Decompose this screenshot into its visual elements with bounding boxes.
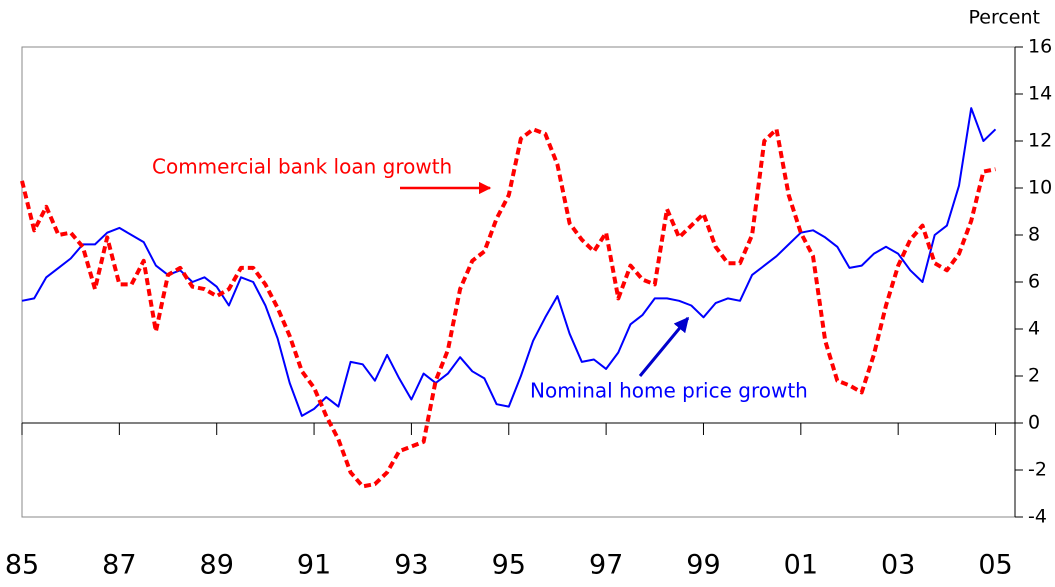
x-tick-label: 03	[881, 550, 915, 581]
annotation-arrow	[638, 316, 690, 377]
y-tick-label: 4	[1028, 318, 1040, 340]
x-tick-label: 91	[297, 550, 331, 581]
x-tick-label: 89	[200, 550, 234, 581]
x-tick-label: 99	[686, 550, 720, 581]
y-tick-label: 2	[1028, 365, 1040, 387]
x-tick-label: 97	[589, 550, 623, 581]
annotation: Nominal home price growth	[530, 379, 808, 403]
y-tick-label: 14	[1028, 83, 1052, 105]
x-tick-label: 05	[978, 550, 1012, 581]
y-axis-label: Percent	[969, 7, 1041, 29]
y-tick-label: 10	[1028, 177, 1052, 199]
plot-frame	[21, 46, 1016, 518]
x-tick-label: 01	[784, 550, 818, 581]
y-tick-label: -4	[1028, 506, 1047, 528]
y-tick-label: 8	[1028, 224, 1040, 246]
x-tick-label: 93	[394, 550, 428, 581]
y-tick-label: 16	[1028, 36, 1052, 58]
annotation: Commercial bank loan growth	[152, 155, 452, 179]
x-tick-label: 87	[102, 550, 136, 581]
x-tick-label: 85	[5, 550, 39, 581]
y-tick-label: -2	[1028, 459, 1047, 481]
y-tick-label: 0	[1028, 412, 1040, 434]
x-tick-label: 95	[492, 550, 526, 581]
series-line	[20, 127, 996, 489]
y-tick-label: 6	[1028, 271, 1040, 293]
y-tick-label: 12	[1028, 130, 1052, 152]
